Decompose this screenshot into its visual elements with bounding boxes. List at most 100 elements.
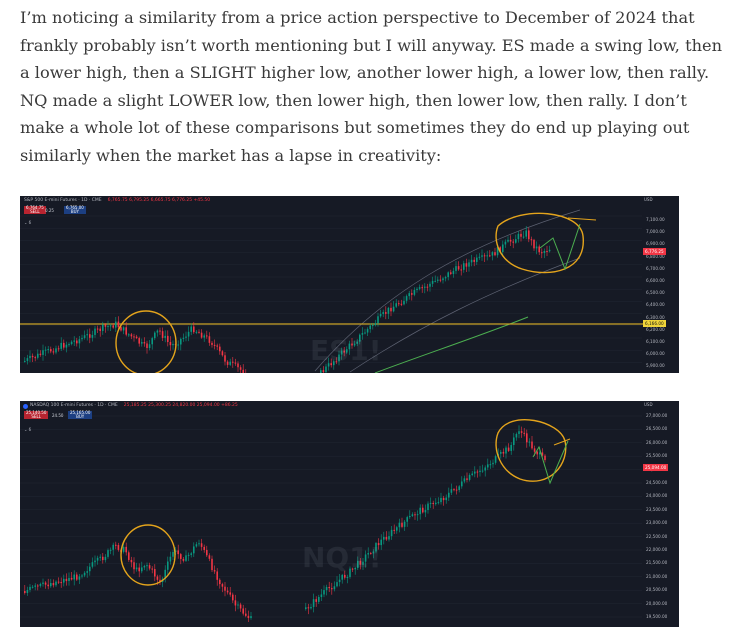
candle-body	[515, 239, 517, 243]
candle-body	[107, 326, 109, 328]
candle-body	[336, 582, 338, 587]
indicator-collapse[interactable]: ⌄ 6	[24, 427, 32, 432]
candle-body	[195, 544, 198, 547]
buy-button[interactable]: 25,165.00 BUY	[68, 410, 93, 419]
candle-body	[86, 571, 88, 573]
candle-body	[510, 445, 512, 451]
indicator-collapse[interactable]: ⌄ 6	[24, 220, 32, 225]
candle-body	[73, 574, 75, 580]
candle-body	[468, 262, 470, 267]
post-paragraph: I’m noticing a similarity from a price a…	[20, 4, 723, 169]
candle-body	[185, 555, 187, 561]
candle-body	[515, 433, 518, 438]
candle-body	[60, 342, 62, 349]
price-axis[interactable]: USD 27,000.00 26,500.00 26,000.00 25,500.00…	[642, 401, 679, 627]
highlight-circle	[495, 212, 584, 274]
candle-body	[177, 344, 179, 346]
candle-body	[346, 349, 348, 353]
candle-body	[496, 247, 499, 256]
ohlc-values: 25,185.25 25,300.25 24,820.00 25,094.00 …	[123, 403, 238, 408]
price-tick-label: 6,500.00	[646, 290, 665, 296]
candle-body	[447, 272, 449, 278]
paragraph-line: frankly probably isn’t worth mentioning …	[20, 35, 723, 55]
candle-body	[483, 255, 486, 257]
candle-body	[507, 239, 509, 242]
candle-body	[481, 470, 484, 472]
candle-body	[382, 312, 384, 314]
candle-body	[307, 607, 310, 609]
candle-body	[322, 370, 325, 373]
ohlc-values: 6,765.75 6,795.25 6,665.75 6,776.25 +45.…	[107, 198, 211, 203]
candle-body	[463, 478, 466, 482]
candle-body	[416, 288, 418, 291]
candle-body	[470, 259, 473, 263]
sell-button[interactable]: 25,140.50 SELL	[24, 410, 49, 419]
candle-body	[453, 489, 455, 491]
candle-body	[133, 562, 135, 570]
candle-body	[102, 324, 104, 331]
candle-body	[193, 546, 195, 554]
candle-body	[31, 586, 34, 588]
nq-chart-image: NQ1! NASDAQ 100 E-mini Futures · 1D · CM…	[20, 401, 679, 627]
candle-body	[200, 332, 203, 338]
price-tick-label: 20,500.00	[646, 587, 668, 593]
candle-body	[424, 286, 426, 288]
candle-body	[128, 334, 130, 336]
candle-body	[187, 554, 190, 556]
price-tick-label: 6,800.00	[646, 253, 665, 259]
currency-label: USD	[644, 402, 653, 407]
candle-body	[442, 497, 445, 501]
candle-body	[491, 252, 494, 256]
price-axis[interactable]: USD 7,100.00 7,000.00 6,900.00 6,800.00 6,70…	[642, 196, 679, 373]
candle-body	[161, 331, 164, 338]
candle-body	[323, 590, 325, 595]
highlight-circle	[120, 524, 176, 586]
price-tick-label: 6,100.00	[646, 339, 665, 344]
candle-body	[543, 250, 546, 254]
price-tick-label: 26,500.00	[646, 426, 668, 432]
candle-body	[146, 343, 148, 349]
candle-body	[24, 360, 26, 362]
candle-body	[117, 321, 120, 328]
candle-body	[232, 594, 234, 601]
candle-body	[208, 336, 211, 343]
candle-body	[50, 349, 52, 352]
price-tick-label: 6,700.00	[646, 265, 665, 271]
candle-body	[528, 230, 530, 240]
candle-body	[224, 586, 226, 591]
es-chart-image: ES1! S&P 500 E-mini Futures · 1D · CME 6,…	[20, 196, 679, 373]
candle-body	[432, 502, 434, 505]
candle-body	[479, 470, 481, 472]
candle-body	[408, 293, 410, 297]
candle-body	[455, 489, 458, 491]
symbol-title: S&P 500 E-mini Futures · 1D · CME	[24, 198, 102, 203]
price-tick-label: 6,300.00	[646, 314, 665, 320]
candle-body	[203, 546, 205, 550]
candle-body	[234, 362, 237, 364]
sell-button[interactable]: 6,764.75 SELL	[24, 205, 46, 214]
candle-body	[128, 552, 130, 560]
candle-body	[367, 553, 369, 555]
candle-body	[539, 452, 541, 455]
candle-body	[494, 456, 497, 463]
candle-body	[239, 367, 242, 370]
candle-body	[500, 451, 502, 454]
candle-body	[356, 341, 358, 344]
candle-body	[81, 575, 83, 577]
price-tick-label: 6,200.00	[646, 326, 665, 332]
moving-average-line	[374, 316, 529, 373]
candle-body	[331, 588, 333, 590]
candle-body	[224, 355, 226, 362]
paragraph-line: a lower high, then a SLIGHT higher low, …	[20, 63, 710, 82]
buy-button[interactable]: 6,765.00 BUY	[64, 205, 86, 214]
candle-body	[351, 568, 354, 570]
candle-body	[104, 324, 107, 327]
candle-body	[29, 586, 31, 590]
candle-body	[375, 543, 377, 552]
candle-body	[156, 576, 159, 580]
candle-body	[320, 370, 322, 373]
candle-body	[518, 431, 520, 434]
candle-body	[393, 529, 395, 531]
candle-body	[164, 569, 166, 579]
candle-body	[232, 361, 234, 363]
